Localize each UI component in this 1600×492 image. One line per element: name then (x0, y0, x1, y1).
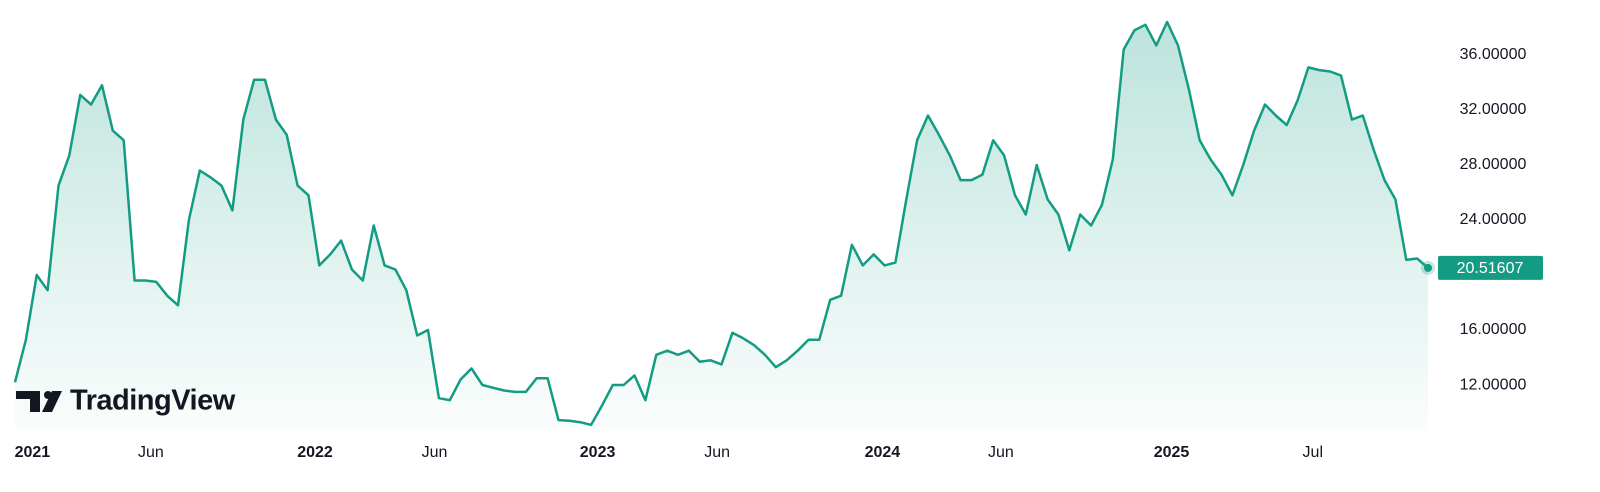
x-tick-label: 2023 (580, 444, 616, 461)
y-tick-label: 36.00000 (1460, 46, 1527, 63)
x-tick-label: Jun (422, 444, 448, 461)
last-value-layer: 20.51607 (1421, 255, 1543, 280)
y-tick-label: 24.00000 (1460, 211, 1527, 228)
x-tick-label: 2024 (865, 444, 901, 461)
x-tick-label: Jun (138, 444, 164, 461)
x-tick-label: 2022 (297, 444, 333, 461)
y-tick-label: 32.00000 (1460, 101, 1527, 118)
x-tick-label: Jun (704, 444, 730, 461)
x-tick-label: Jun (988, 444, 1014, 461)
y-tick-label: 16.00000 (1460, 321, 1527, 338)
watermark: TradingView (16, 385, 236, 417)
y-tick-label: 28.00000 (1460, 156, 1527, 173)
line-layer (13, 20, 1429, 427)
line (13, 20, 1429, 427)
last-point (1424, 263, 1432, 272)
watermark-text: TradingView (70, 385, 236, 417)
last-value-label: 20.51607 (1457, 260, 1524, 277)
x-tick-label: Jul (1303, 444, 1323, 461)
x-tick-label: 2021 (15, 444, 51, 461)
last-value-tag (1438, 255, 1543, 280)
area-layer (15, 22, 1428, 430)
x-tick-label: 2025 (1154, 444, 1190, 461)
watermark-logo (16, 391, 40, 412)
area (15, 22, 1428, 430)
y-tick-label: 12.00000 (1460, 376, 1527, 393)
watermark-logo (42, 391, 62, 412)
